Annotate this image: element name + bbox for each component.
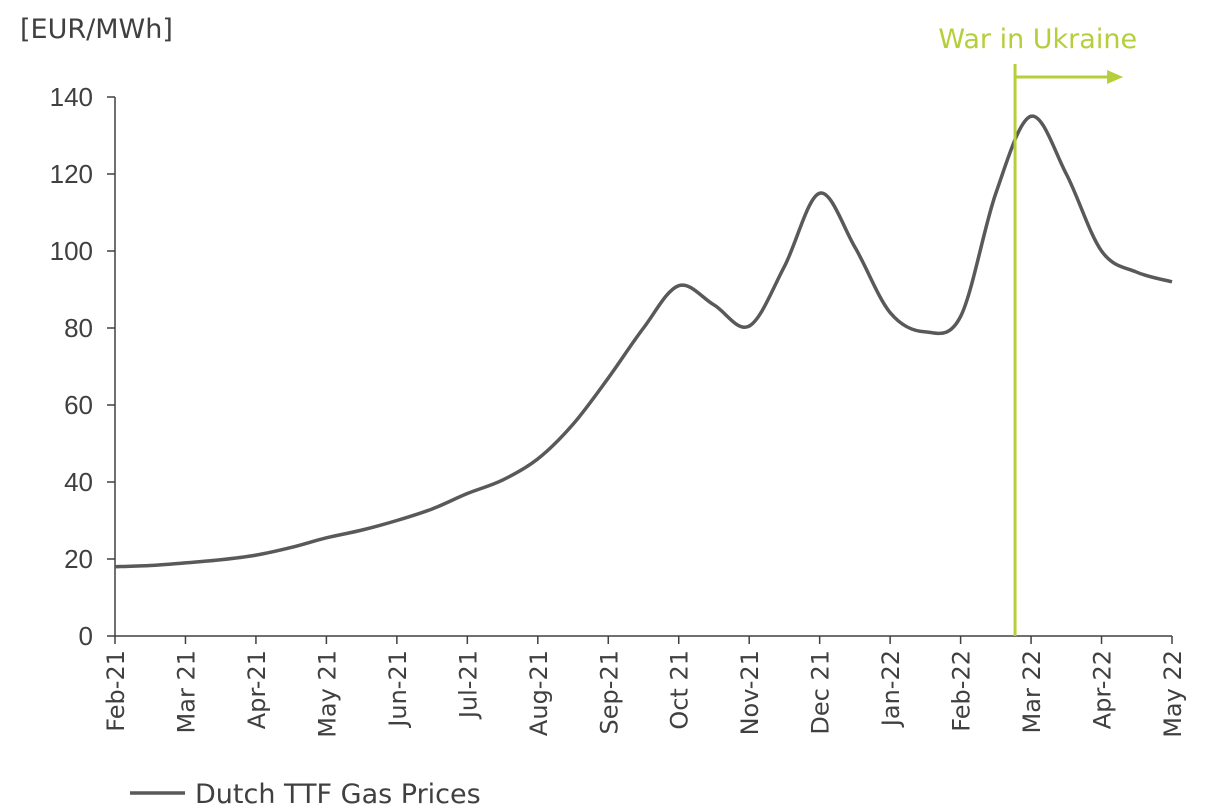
x-tick-label: Jul-21 — [454, 650, 482, 720]
price-line — [114, 114, 1173, 569]
x-tick-label: Dec 21 — [807, 650, 835, 735]
x-tick-label: Sep-21 — [595, 650, 623, 734]
x-tick-label: Mar 22 — [1018, 650, 1046, 733]
y-tick-label: 40 — [64, 467, 93, 497]
y-tick-label: 80 — [64, 313, 93, 343]
y-tick-label: 140 — [50, 82, 93, 112]
legend-label: Dutch TTF Gas Prices — [195, 779, 481, 810]
x-tick-label: Feb-22 — [948, 650, 976, 732]
y-tick-label: 20 — [64, 544, 93, 574]
x-tick-label: Nov-21 — [736, 650, 764, 735]
y-axis-label: [EUR/MWh] — [20, 14, 173, 45]
war-arrowhead — [1107, 70, 1124, 84]
x-tick-label: Aug-21 — [525, 650, 553, 736]
annotation-text: War in Ukraine — [938, 24, 1137, 55]
y-tick-label: 120 — [50, 159, 93, 189]
x-tick-label: May 21 — [313, 650, 341, 738]
x-tick-label: May 22 — [1159, 650, 1187, 738]
x-tick-label: Jan-22 — [877, 650, 905, 728]
x-tick-label: Feb-21 — [102, 650, 130, 732]
x-tick-label: Mar 21 — [172, 650, 200, 733]
y-tick-label: 0 — [79, 621, 93, 651]
y-tick-label: 100 — [50, 236, 93, 266]
x-tick-label: Apr-22 — [1089, 650, 1117, 729]
x-tick-label: Jun-21 — [384, 650, 412, 729]
x-tick-label: Oct 21 — [666, 650, 694, 730]
y-tick-label: 60 — [64, 390, 93, 420]
x-tick-label: Apr-21 — [243, 650, 271, 729]
